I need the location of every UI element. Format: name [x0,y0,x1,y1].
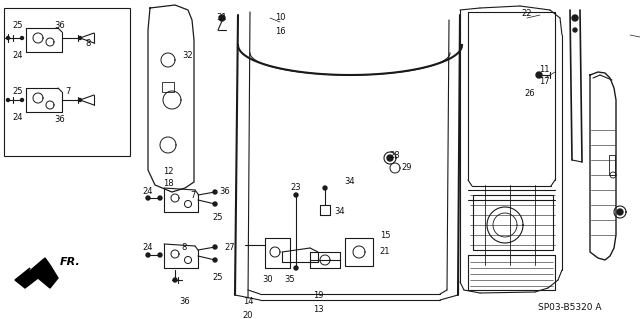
Text: 12: 12 [163,167,173,176]
Polygon shape [323,186,327,190]
Text: 36: 36 [180,298,190,307]
Polygon shape [536,72,542,78]
Text: 34: 34 [345,177,355,187]
Text: 10: 10 [275,13,285,23]
Bar [162,82,174,92]
Polygon shape [294,266,298,270]
Text: 27: 27 [225,243,236,253]
Polygon shape [146,253,150,257]
Polygon shape [213,190,217,194]
Text: 23: 23 [291,183,301,192]
Bar [609,155,615,175]
Text: 17: 17 [539,78,549,86]
Text: 24: 24 [13,114,23,122]
Polygon shape [20,99,24,101]
Polygon shape [146,196,150,200]
Text: 28: 28 [390,151,400,160]
Text: 14: 14 [243,298,253,307]
Text: 24: 24 [143,188,153,197]
Polygon shape [15,258,58,288]
Text: 7: 7 [190,191,196,201]
Polygon shape [617,209,623,215]
Text: 8: 8 [181,243,187,253]
Text: 8: 8 [85,40,91,48]
Text: 25: 25 [212,213,223,222]
Polygon shape [6,99,10,101]
Polygon shape [573,28,577,32]
Text: 25: 25 [13,87,23,97]
Text: 13: 13 [313,306,323,315]
Polygon shape [20,36,24,40]
Text: 36: 36 [220,188,230,197]
Text: 36: 36 [54,115,65,124]
Text: 26: 26 [525,88,535,98]
Polygon shape [213,245,217,249]
Polygon shape [6,36,10,40]
Polygon shape [79,99,81,101]
Text: 36: 36 [54,21,65,31]
Text: 34: 34 [335,207,346,217]
Text: 25: 25 [212,273,223,283]
Polygon shape [213,258,217,262]
Text: 24: 24 [143,243,153,253]
Bar [473,195,553,250]
Text: 16: 16 [275,27,285,36]
Text: 20: 20 [243,310,253,319]
Polygon shape [79,36,81,40]
Bar [4,8,130,156]
Text: 35: 35 [285,276,295,285]
Polygon shape [158,196,162,200]
Polygon shape [173,278,177,282]
Text: 18: 18 [163,180,173,189]
Bar [345,238,373,266]
Text: 22: 22 [522,10,532,19]
Text: 30: 30 [262,276,273,285]
Text: 19: 19 [313,292,323,300]
Text: 24: 24 [13,51,23,61]
Text: FR.: FR. [60,257,81,267]
Polygon shape [158,253,162,257]
Polygon shape [213,202,217,206]
Text: 11: 11 [539,65,549,75]
Text: SP03-B5320 A: SP03-B5320 A [538,303,602,313]
Text: 31: 31 [217,13,227,23]
Polygon shape [572,15,578,21]
Text: 29: 29 [402,164,412,173]
Polygon shape [294,193,298,197]
Text: 21: 21 [380,248,390,256]
Text: 32: 32 [182,50,193,60]
Text: 15: 15 [380,231,390,240]
Text: 25: 25 [13,21,23,31]
Polygon shape [387,155,393,161]
Polygon shape [219,15,225,21]
Text: 7: 7 [65,87,70,97]
